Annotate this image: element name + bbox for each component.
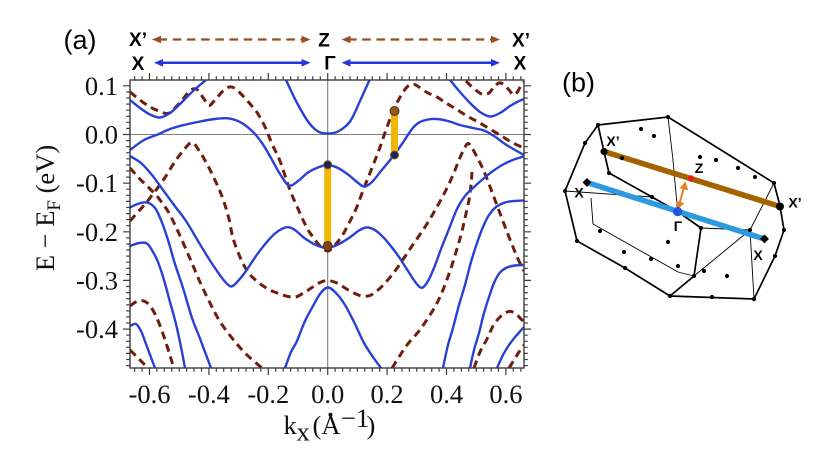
svg-text:X’: X’ [129,30,147,51]
svg-text:Z: Z [695,160,704,176]
svg-text:-0.2: -0.2 [76,217,118,247]
svg-text:X’: X’ [788,195,801,211]
svg-text:0.6: 0.6 [489,379,522,409]
svg-text:X’: X’ [512,31,530,52]
svg-text:-0.2: -0.2 [247,379,289,409]
svg-text:X’: X’ [606,133,619,149]
svg-text:Z: Z [318,31,330,52]
svg-text:0.4: 0.4 [430,379,463,409]
svg-text:-0.6: -0.6 [129,379,171,409]
svg-text:x: x [297,417,310,447]
svg-text:k: k [284,410,298,440]
svg-text:-0.4: -0.4 [76,314,118,344]
svg-text:-0.1: -0.1 [76,168,118,198]
svg-text:0.0: 0.0 [311,379,344,409]
svg-text:Γ: Γ [324,53,336,74]
svg-text:X: X [514,53,527,74]
svg-text:0.0: 0.0 [85,120,118,150]
svg-text:(A: (A [313,410,341,440]
svg-text:-0.3: -0.3 [76,265,118,295]
svg-text:−1: −1 [341,403,369,433]
svg-text:(a): (a) [64,25,97,55]
svg-text:): ) [367,410,376,440]
svg-text:-0.4: -0.4 [188,379,230,409]
svg-text:0.1: 0.1 [85,71,118,101]
svg-text:(b): (b) [562,68,595,98]
svg-text:X: X [574,185,584,201]
svg-text:0.2: 0.2 [371,379,404,409]
svg-text:X: X [753,247,763,263]
svg-text:X: X [132,54,145,75]
svg-text:Γ: Γ [674,218,683,234]
